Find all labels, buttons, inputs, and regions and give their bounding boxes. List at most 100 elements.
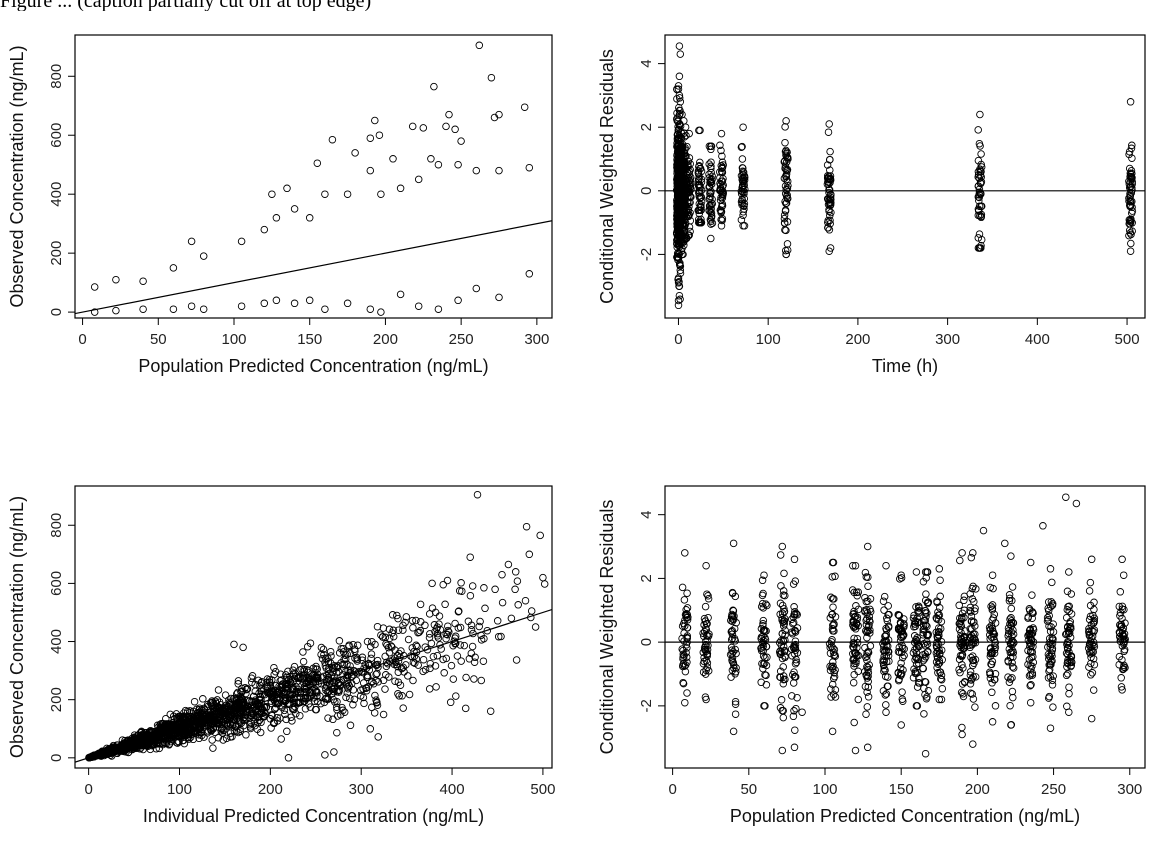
data-point: [172, 0, 179, 3]
data-point: [436, 0, 443, 3]
data-point: [400, 0, 407, 3]
x-tick-label: 100: [167, 781, 192, 798]
data-point: [921, 568, 930, 576]
data-point: [728, 649, 736, 658]
data-point: [680, 662, 689, 670]
data-point: [416, 0, 423, 3]
data-point: [112, 0, 119, 3]
data-point: [788, 692, 796, 700]
data-point: [762, 681, 771, 689]
data-point: [683, 142, 691, 151]
data-point: [912, 654, 921, 662]
data-point: [240, 0, 247, 3]
data-point: [200, 0, 207, 3]
data-point: [365, 0, 372, 3]
data-point: [347, 0, 354, 3]
data-point: [525, 0, 532, 3]
data-point: [270, 0, 277, 3]
data-point: [378, 0, 385, 3]
data-point: [390, 660, 399, 669]
data-point: [342, 0, 349, 3]
data-point: [716, 168, 724, 176]
data-point: [344, 0, 351, 3]
data-point: [679, 655, 687, 663]
data-point: [241, 714, 250, 723]
data-point: [740, 205, 748, 213]
data-point: [363, 671, 372, 680]
data-point: [449, 675, 458, 683]
data-point: [969, 652, 977, 660]
data-point: [293, 0, 300, 3]
data-point: [365, 0, 372, 3]
data-point: [480, 584, 488, 592]
data-point: [683, 604, 692, 612]
data-point: [412, 0, 419, 3]
data-point: [230, 640, 238, 649]
data-point: [455, 0, 462, 3]
data-point: [442, 634, 450, 643]
data-point: [680, 629, 688, 637]
data-point: [239, 0, 246, 3]
data-point: [202, 0, 209, 3]
data-point: [974, 168, 983, 176]
data-point: [685, 231, 693, 240]
data-point: [172, 0, 179, 3]
data-point: [415, 0, 422, 3]
data-point: [529, 0, 536, 3]
data-point: [343, 0, 350, 3]
data-point: [919, 664, 927, 673]
data-point: [91, 0, 98, 3]
data-point: [425, 685, 434, 693]
data-point: [321, 0, 328, 3]
data-point: [137, 0, 144, 3]
data-point: [682, 648, 690, 657]
data-point: [159, 735, 167, 743]
data-point: [437, 0, 444, 3]
data-point: [322, 0, 329, 3]
data-point: [398, 0, 405, 3]
data-point: [899, 631, 907, 639]
data-point: [524, 0, 531, 3]
data-point: [783, 184, 792, 193]
data-point: [398, 0, 405, 3]
data-point: [208, 736, 216, 744]
data-point: [276, 0, 283, 3]
data-point: [416, 0, 423, 3]
data-point: [956, 556, 964, 565]
data-point: [729, 727, 738, 736]
data-point: [237, 0, 244, 3]
data-point: [365, 0, 372, 3]
data-point: [426, 630, 434, 638]
data-point: [418, 0, 425, 3]
data-point: [332, 663, 340, 671]
data-point: [325, 0, 332, 3]
data-point: [759, 652, 768, 660]
data-point: [375, 0, 382, 3]
data-point: [274, 0, 281, 3]
data-point: [472, 0, 479, 3]
data-point: [323, 0, 330, 3]
data-point: [777, 696, 786, 704]
data-point: [233, 688, 242, 697]
data-point: [366, 305, 375, 313]
data-point: [212, 710, 220, 719]
data-point: [729, 648, 737, 656]
data-point: [913, 637, 921, 645]
data-point: [831, 613, 840, 621]
data-point: [289, 0, 296, 3]
data-point: [895, 643, 904, 652]
data-point: [241, 0, 248, 3]
data-point: [974, 170, 983, 179]
data-point: [320, 0, 327, 3]
data-point: [333, 728, 341, 737]
data-point: [739, 177, 747, 186]
data-point: [456, 0, 463, 3]
data-point: [162, 714, 170, 723]
data-point: [343, 299, 352, 308]
data-point: [190, 0, 197, 3]
data-point: [258, 0, 265, 3]
data-point: [457, 0, 464, 3]
x-tick-label: 300: [524, 331, 549, 348]
data-point: [825, 120, 833, 128]
